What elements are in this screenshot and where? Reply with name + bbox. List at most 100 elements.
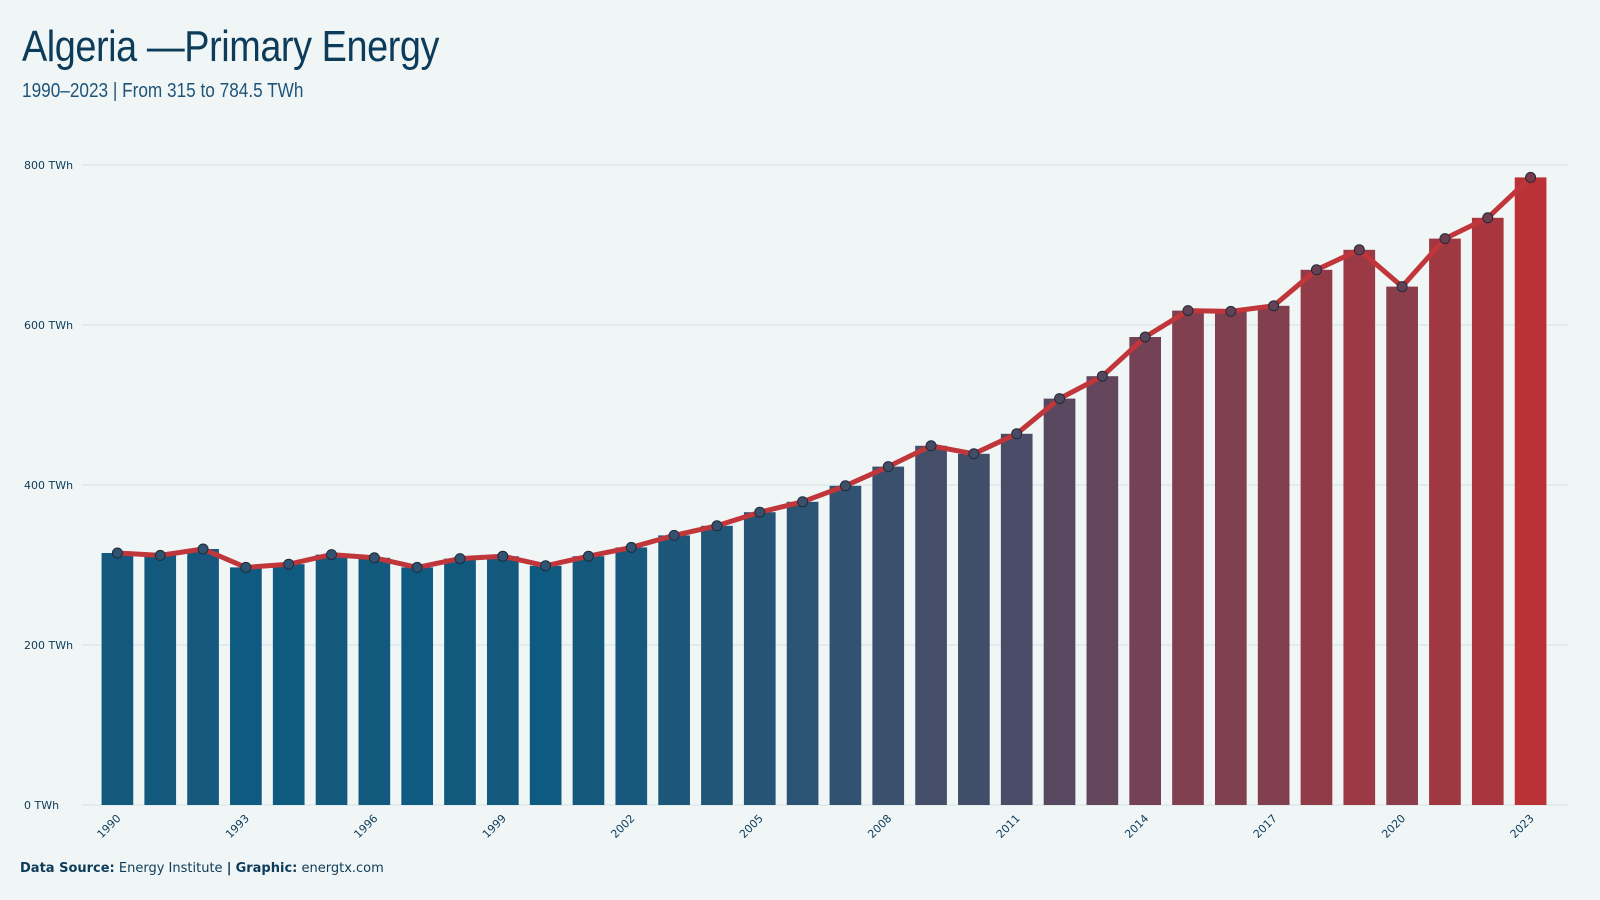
x-tick-label: 1990 (95, 812, 124, 841)
bar (786, 501, 819, 805)
data-point (968, 448, 980, 460)
bar (658, 535, 690, 805)
bar (1000, 433, 1033, 805)
source-value: Energy Institute (118, 861, 223, 876)
data-point (668, 529, 680, 541)
bar (1429, 238, 1461, 806)
bar (958, 453, 990, 805)
graphic-value: energtx.com (301, 861, 384, 876)
data-point (1054, 393, 1066, 405)
bar (486, 556, 519, 805)
x-tick-label: 2017 (1251, 812, 1280, 841)
bar (615, 547, 648, 805)
data-point (754, 506, 766, 518)
data-point (1482, 212, 1494, 224)
bar (1257, 305, 1290, 805)
bar (187, 549, 219, 805)
data-point (1310, 264, 1322, 276)
data-point (1525, 171, 1537, 183)
footer-separator: | (226, 861, 232, 876)
data-point (240, 561, 252, 573)
bar (1343, 249, 1376, 806)
data-point (1268, 300, 1280, 312)
bar (1386, 286, 1418, 806)
source-label: Data Source: (20, 861, 115, 876)
data-point (368, 552, 380, 564)
bars (101, 177, 1547, 806)
bar (444, 558, 476, 805)
x-axis: 1990 1993 1996 1999 2002 2005 2008 2011 2014 2017… (95, 812, 1537, 841)
bar (101, 553, 134, 805)
x-tick-label: 2014 (1122, 812, 1151, 841)
data-point (154, 549, 166, 561)
data-point (1439, 233, 1451, 245)
data-point (711, 520, 723, 532)
bar (872, 466, 905, 805)
data-point (454, 553, 466, 565)
x-tick-label: 2011 (994, 812, 1023, 841)
bar (358, 557, 391, 805)
bar (1471, 217, 1504, 806)
bar (829, 485, 862, 805)
data-point (1011, 428, 1023, 440)
x-tick-label: 1996 (351, 812, 380, 841)
data-point (797, 496, 809, 508)
x-tick-label: 2020 (1379, 812, 1408, 841)
bar (572, 556, 605, 805)
bar (1514, 177, 1547, 805)
y-tick-label: 200 TWh (24, 639, 73, 652)
data-point (839, 480, 851, 492)
bar (1043, 398, 1076, 805)
x-tick-label: 2002 (608, 812, 637, 841)
bar (144, 555, 177, 805)
footer: Data Source: Energy Institute | Graphic:… (20, 861, 384, 876)
data-point (497, 550, 509, 562)
bar (701, 525, 733, 805)
bar (743, 512, 776, 805)
x-tick-label: 2008 (865, 812, 894, 841)
data-point (925, 440, 937, 452)
bar (1172, 310, 1204, 805)
data-point (197, 543, 209, 555)
bar (401, 567, 434, 805)
data-point (540, 560, 552, 572)
x-tick-label: 1993 (223, 812, 252, 841)
data-point (1096, 370, 1108, 382)
bar (1129, 337, 1162, 805)
data-point (1353, 244, 1365, 256)
x-tick-label: 2023 (1508, 812, 1537, 841)
bar (529, 565, 562, 805)
data-point (1225, 305, 1237, 317)
data-point (882, 461, 894, 473)
bar (230, 567, 262, 805)
data-point (1396, 281, 1408, 293)
data-point (1139, 331, 1151, 343)
bar (915, 445, 947, 805)
chart-subtitle: 1990–2023 | From 315 to 784.5 TWh (22, 80, 304, 102)
bar (272, 564, 305, 805)
data-point (111, 547, 123, 559)
data-point (283, 558, 295, 570)
y-axis: 0 TWh 200 TWh 400 TWh 600 TWh 800 TWh (24, 159, 73, 812)
data-point (326, 549, 338, 561)
data-point (411, 561, 423, 573)
data-point (1182, 305, 1194, 317)
y-tick-label: 400 TWh (24, 479, 73, 492)
graphic-label: Graphic: (235, 861, 298, 876)
y-tick-label: 0 TWh (24, 799, 59, 812)
data-point (625, 541, 637, 553)
bar (1214, 311, 1247, 805)
y-tick-label: 800 TWh (24, 159, 73, 172)
x-tick-label: 2005 (737, 812, 766, 841)
y-tick-label: 600 TWh (24, 319, 73, 332)
bar (315, 554, 348, 805)
x-tick-label: 1999 (480, 812, 509, 841)
markers (111, 171, 1537, 573)
bar (1086, 376, 1119, 805)
data-point (582, 550, 594, 562)
series-line (114, 174, 1534, 570)
bar (1300, 269, 1333, 805)
chart-title: Algeria —Primary Energy (22, 22, 439, 71)
trend-line (114, 174, 1534, 570)
